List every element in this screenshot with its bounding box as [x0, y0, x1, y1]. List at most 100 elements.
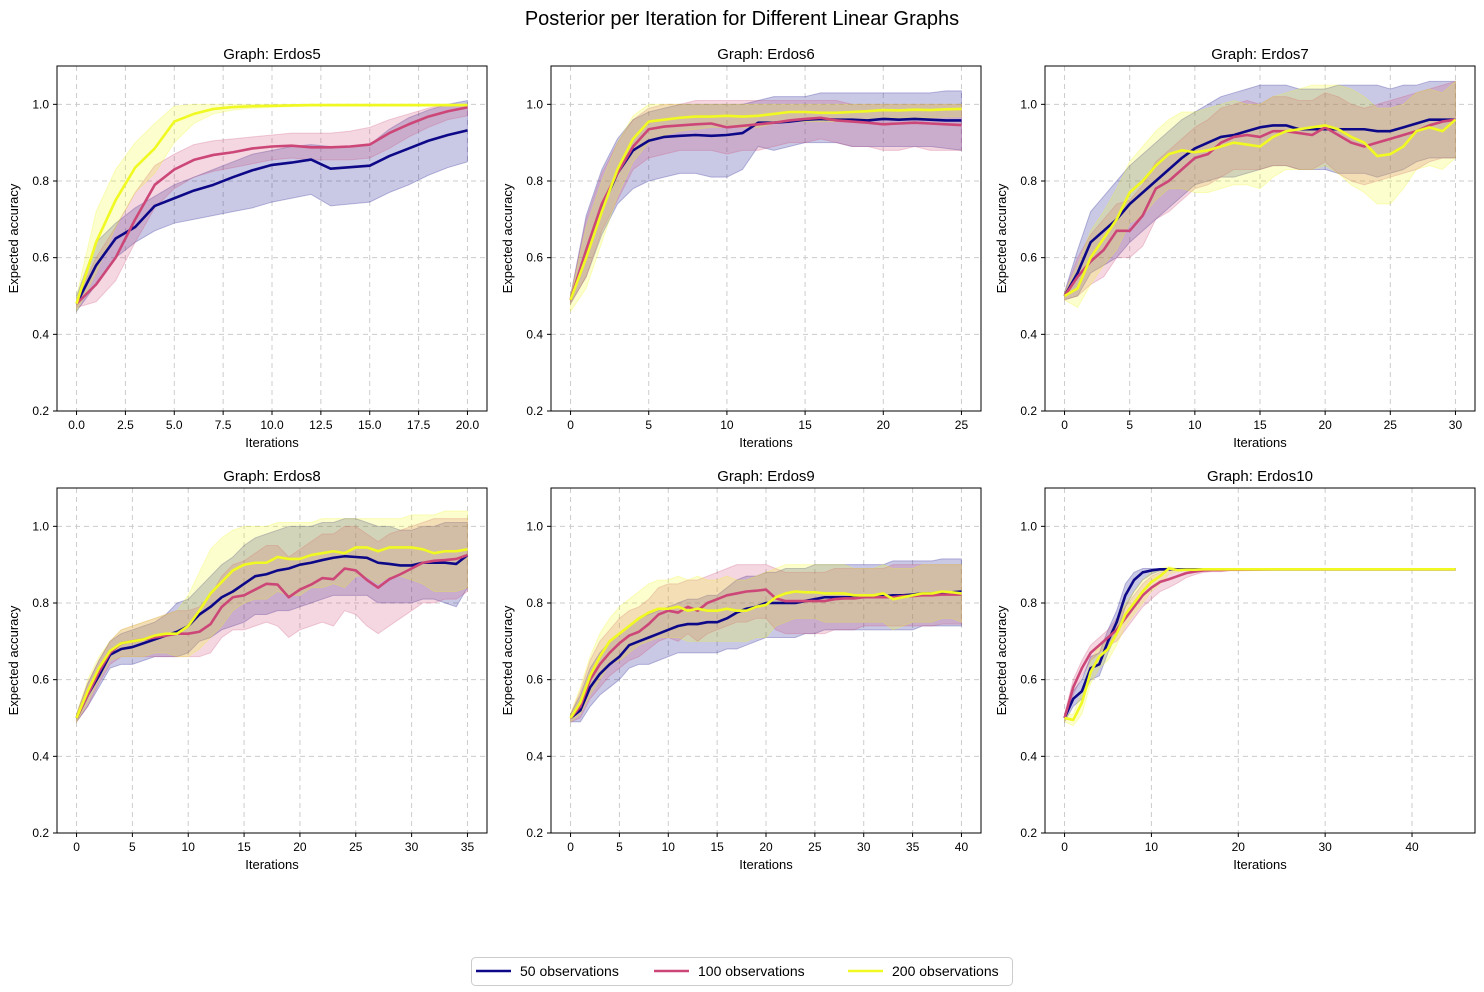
y-tick-label: 0.8: [1020, 174, 1037, 188]
plot-area: [57, 488, 487, 833]
plot-content: [75, 99, 468, 313]
y-tick-label: 0.8: [526, 596, 543, 610]
x-tick-label: 30: [1449, 418, 1463, 432]
x-tick-label: 20: [1318, 418, 1332, 432]
y-tick-label: 0.4: [1020, 749, 1037, 763]
confidence-band-200-observations: [570, 103, 962, 313]
confidence-band-50-observations: [1064, 80, 1456, 301]
x-tick-label: 40: [1405, 840, 1419, 854]
subplot-5: 0 5 10 15 20 25 30 35 40 0.2 0.4 0.6 0.8 1.0 Graph: Er…: [500, 468, 982, 872]
subplot-3: 0 5 10 15 20 25 30 0.2 0.4 0.6 0.8 1.0 Graph: Erdos7…: [994, 46, 1476, 450]
y-tick-label: 0.8: [32, 596, 49, 610]
x-tick-label: 2.5: [117, 418, 134, 432]
series-line-200-observations: [569, 590, 962, 719]
x-tick-label: 15: [237, 840, 251, 854]
subplot-title: Graph: Erdos7: [1211, 46, 1309, 63]
x-tick-label: 25: [349, 840, 363, 854]
y-axis-label: Expected accuracy: [500, 183, 515, 293]
x-tick-label: 35: [906, 840, 920, 854]
subplot-title: Graph: Erdos10: [1207, 468, 1313, 485]
x-tick-label: 7.5: [215, 418, 232, 432]
y-tick-label: 1.0: [526, 97, 543, 111]
x-tick-label: 15.0: [358, 418, 382, 432]
plot-content: [1063, 566, 1456, 727]
subplot-title: Graph: Erdos9: [717, 468, 815, 485]
x-tick-label: 30: [405, 840, 419, 854]
x-axis-label: Iterations: [739, 857, 793, 872]
series-line-200-observations: [569, 107, 962, 301]
subplot-4: 0 5 10 15 20 25 30 35 0.2 0.4 0.6 0.8 1.0 Graph: Erdo…: [6, 468, 488, 872]
plot-content: [75, 510, 469, 724]
subplot-title: Graph: Erdos6: [717, 46, 815, 63]
plot-content: [1063, 80, 1457, 309]
x-tick-label: 20: [759, 840, 773, 854]
subplot-1: 0.0 2.5 5.0 7.5 10.0 12.5 15.0 17.5 20.0 0.2 0.4 0.…: [6, 46, 488, 450]
y-tick-label: 0.8: [1020, 596, 1037, 610]
y-tick-label: 0.6: [526, 251, 543, 265]
series-line-100-observations: [1063, 118, 1456, 297]
y-axis-label: Expected accuracy: [500, 605, 515, 715]
y-tick-label: 0.2: [32, 404, 49, 418]
subplot-title: Graph: Erdos5: [223, 46, 321, 63]
x-tick-label: 20.0: [456, 418, 480, 432]
x-tick-label: 20: [1232, 840, 1246, 854]
x-axis-label: Iterations: [1233, 435, 1287, 450]
confidence-band-50-observations: [570, 90, 962, 306]
plot-frame: [1044, 487, 1476, 834]
x-tick-label: 0: [567, 840, 574, 854]
confidence-band-200-observations: [1064, 80, 1456, 309]
legend: 50 observations 100 observations 200 obser…: [471, 957, 1013, 986]
plot-area: [1045, 488, 1475, 833]
y-axis-label: Expected accuracy: [994, 183, 1009, 293]
x-axis-label: Iterations: [739, 435, 793, 450]
y-tick-label: 0.8: [526, 174, 543, 188]
x-axis-label: Iterations: [245, 435, 299, 450]
y-tick-label: 1.0: [32, 97, 49, 111]
series-line-50-observations: [75, 554, 469, 719]
x-tick-label: 35: [461, 840, 475, 854]
x-tick-label: 5: [645, 418, 652, 432]
confidence-band-50-observations: [76, 518, 468, 724]
x-tick-label: 17.5: [407, 418, 431, 432]
y-tick-label: 1.0: [1020, 519, 1037, 533]
series-line-200-observations: [1064, 567, 1456, 722]
y-axis-label: Expected accuracy: [6, 183, 21, 293]
plot-frame: [550, 65, 982, 412]
y-tick-label: 1.0: [32, 519, 49, 533]
subplot-6: 0 10 20 30 40 0.2 0.4 0.6 0.8 1.0 Graph: Erdos10 It…: [994, 468, 1476, 872]
confidence-band-100-observations: [570, 564, 962, 723]
y-tick-label: 1.0: [526, 519, 543, 533]
series-line-50-observations: [75, 129, 468, 305]
x-tick-label: 0: [73, 840, 80, 854]
y-tick-label: 0.2: [1020, 404, 1037, 418]
x-tick-label: 25: [808, 840, 822, 854]
x-tick-label: 15: [798, 418, 812, 432]
x-tick-label: 25: [955, 418, 969, 432]
confidence-band-100-observations: [76, 103, 468, 309]
plot-content: [569, 558, 962, 723]
legend-frame: [471, 957, 1013, 986]
confidence-band-100-observations: [1064, 80, 1456, 301]
confidence-band-50-observations: [76, 99, 468, 313]
y-tick-label: 1.0: [1020, 97, 1037, 111]
figure-title: Posterior per Iteration for Different Li…: [525, 8, 959, 30]
y-tick-label: 0.6: [32, 673, 49, 687]
x-tick-label: 15: [1253, 418, 1267, 432]
y-tick-label: 0.4: [526, 749, 543, 763]
x-tick-label: 10: [720, 418, 734, 432]
subplot-title: Graph: Erdos8: [223, 468, 321, 485]
subplot-2: 0 5 10 15 20 25 0.2 0.4 0.6 0.8 1.0 Graph: Erdos6 It…: [500, 46, 982, 450]
y-tick-label: 0.8: [32, 174, 49, 188]
plot-content: [569, 90, 962, 313]
y-tick-label: 0.4: [1020, 327, 1037, 341]
x-tick-label: 15: [710, 840, 724, 854]
x-tick-label: 20: [877, 418, 891, 432]
x-tick-label: 5: [129, 840, 136, 854]
series-line-200-observations: [75, 546, 468, 719]
legend-label: 200 observations: [892, 963, 999, 979]
confidence-band-200-observations: [76, 510, 468, 724]
plot-frame: [56, 487, 488, 834]
x-tick-label: 5: [1126, 418, 1133, 432]
x-tick-label: 0: [1061, 418, 1068, 432]
